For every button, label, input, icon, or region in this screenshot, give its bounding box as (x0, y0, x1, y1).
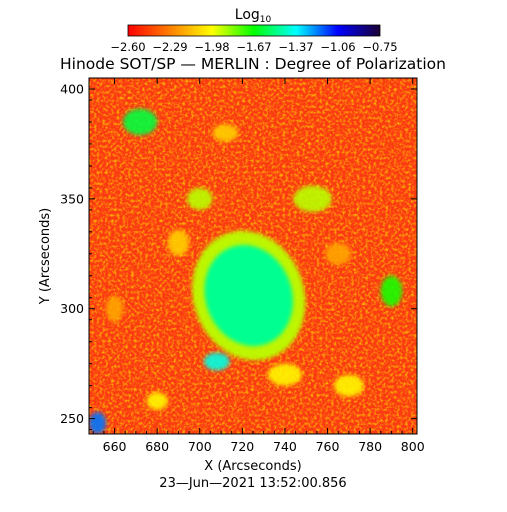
colorbar-ticks: −2.60 −2.29 −1.98 −1.67 −1.37 −1.06 −0.75 (110, 40, 397, 54)
polarization-patch (167, 229, 190, 256)
polarization-patch (146, 392, 168, 410)
y-tick-label: 350 (60, 191, 84, 206)
polarization-patch (325, 242, 351, 265)
timestamp: 23—Jun—2021 13:52:00.856 (159, 476, 346, 491)
y-axis: 250 300 350 400 (60, 77, 417, 431)
colorbar-tick-label: −0.75 (362, 40, 397, 54)
colorbar-tick-label: −1.67 (236, 40, 271, 54)
polarization-patch (333, 374, 364, 397)
polarization-patch (89, 412, 107, 434)
heatmap-features (89, 108, 403, 434)
x-tick-label: 720 (230, 439, 254, 454)
colorbar-tick-label: −1.98 (194, 40, 229, 54)
x-axis-label: X (Arcseconds) (204, 459, 301, 474)
y-axis-label: Y (Arcseconds) (38, 208, 53, 305)
x-tick-label: 680 (145, 439, 169, 454)
polarization-patch (204, 352, 230, 371)
polarization-patch (186, 187, 213, 210)
colorbar-tick-label: −2.60 (110, 40, 145, 54)
y-tick-label: 250 (60, 411, 84, 426)
colorbar-tick-label: −1.06 (320, 40, 355, 54)
colorbar-label: Log10 (235, 7, 272, 25)
x-tick-label: 700 (188, 439, 212, 454)
x-tick-label: 760 (316, 439, 340, 454)
sunspot-penumbra (204, 245, 293, 347)
heatmap-plot-area (89, 78, 417, 434)
x-tick-label: 780 (358, 439, 382, 454)
polarization-patch (267, 363, 302, 386)
colorbar (127, 24, 381, 37)
polarization-patch (106, 295, 124, 322)
y-tick-label: 300 (60, 301, 84, 316)
polarization-patch (293, 185, 332, 213)
x-tick-label: 660 (103, 439, 127, 454)
x-axis: 660 680 700 720 740 760 780 800 (92, 78, 425, 454)
polarization-patch (123, 108, 158, 136)
polarization-patch (212, 124, 239, 142)
colorbar-tick-label: −1.37 (278, 40, 313, 54)
x-tick-label: 740 (273, 439, 297, 454)
chart-title: Hinode SOT/SP — MERLIN : Degree of Polar… (60, 55, 446, 73)
colorbar-tick-label: −2.29 (152, 40, 187, 54)
y-tick-label: 400 (60, 81, 84, 96)
polarization-patch (380, 275, 403, 307)
x-tick-label: 800 (401, 439, 425, 454)
